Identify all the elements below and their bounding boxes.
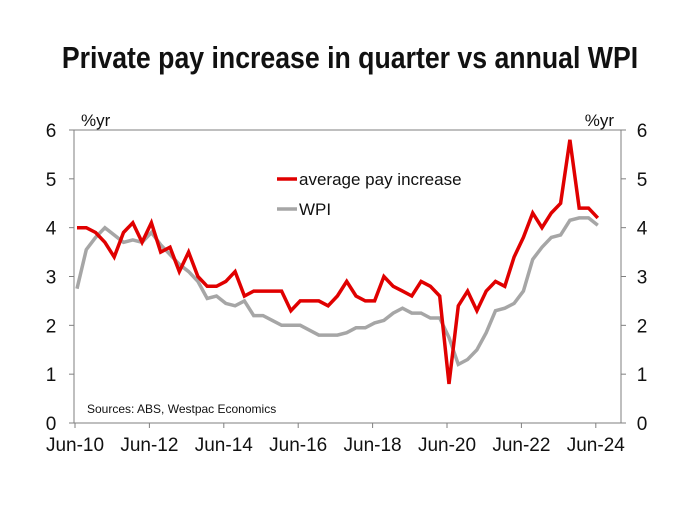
y-tick-label-left: 1 — [46, 365, 57, 386]
y-tick-label-left: 4 — [46, 219, 57, 240]
y-tick-label-right: 6 — [637, 121, 648, 142]
y-tick-label-right: 4 — [637, 219, 648, 240]
x-tick-label: Jun-10 — [46, 435, 104, 456]
source-note: Sources: ABS, Westpac Economics — [87, 402, 276, 416]
x-tick-label: Jun-16 — [269, 435, 327, 456]
x-tick-label: Jun-18 — [344, 435, 402, 456]
y-tick-label-right: 3 — [637, 268, 648, 289]
series-line-average-pay-increase — [77, 139, 600, 385]
chart-title: Private pay increase in quarter vs annua… — [62, 41, 638, 75]
y-tick-label-left: 3 — [46, 268, 57, 289]
x-tick-label: Jun-14 — [195, 435, 254, 456]
x-tick-label: Jun-22 — [492, 435, 550, 456]
y-tick-label-left: 0 — [46, 414, 57, 435]
y-tick-label-right: 2 — [637, 316, 648, 337]
y-tick-label-right: 5 — [637, 170, 648, 191]
series-line-wpi — [75, 216, 599, 367]
legend-label-average-pay-increase: average pay increase — [299, 170, 462, 189]
right-axis-unit: %yr — [585, 111, 615, 130]
y-tick-label-left: 5 — [46, 170, 57, 191]
y-tick-label-left: 6 — [46, 121, 57, 142]
legend: average pay increase WPI — [277, 170, 462, 219]
y-tick-label-left: 2 — [46, 316, 57, 337]
legend-label-wpi: WPI — [299, 200, 331, 219]
y-tick-label-right: 0 — [637, 414, 648, 435]
x-tick-label: Jun-24 — [567, 435, 626, 456]
x-tick-label: Jun-12 — [120, 435, 178, 456]
y-tick-label-right: 1 — [637, 365, 648, 386]
x-tick-label: Jun-20 — [418, 435, 476, 456]
left-axis-unit: %yr — [81, 111, 111, 130]
